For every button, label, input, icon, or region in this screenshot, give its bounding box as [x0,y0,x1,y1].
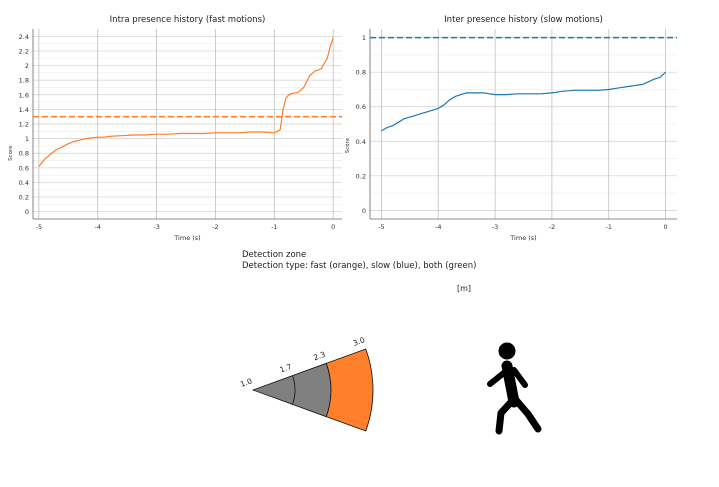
range-label: 1.0 [239,376,254,389]
series-line [381,71,667,132]
y-tick-label: 0.8 [356,69,366,77]
series-line [38,37,334,167]
chart-1: 0 0.2 0.4 0.6 0.8 1 -5 -4 -3 -2 -1 0 Inter presence … [345,15,677,242]
y-tick-label: 1 [362,34,366,42]
x-axis-label: Time (s) [173,234,200,242]
y-tick-label: 0.4 [19,179,29,187]
x-tick-label: -2 [549,223,555,231]
x-tick-label: 0 [331,223,335,231]
y-tick-label: 0.6 [19,164,29,172]
y-axis-label: Score [345,137,351,153]
zone-outer-sector [325,348,374,432]
detection-zone-title: Detection zone [242,250,307,260]
y-tick-label: 1.6 [19,91,29,99]
x-axis-label: Time (s) [509,234,536,242]
range-label: 3.0 [352,335,367,348]
detection-type-legend: Detection type: fast (orange), slow (blu… [242,261,477,271]
range-label: 1.7 [278,362,293,375]
walking-person-icon [487,342,542,435]
y-tick-label: 0.6 [356,103,366,111]
y-tick-label: 0.8 [19,150,29,158]
x-tick-label: -4 [435,223,441,231]
y-tick-label: 1.2 [19,121,29,129]
y-axis-label: Score [8,145,14,161]
chart-title: Inter presence history (slow motions) [444,15,603,25]
x-tick-label: -1 [271,223,277,231]
chart-title: Intra presence history (fast motions) [110,15,266,25]
detection-zone-diagram: 1.0 1.7 2.3 3.0 [m] [239,284,542,435]
unit-label: [m] [457,284,471,293]
y-tick-label: 2.2 [19,47,29,55]
chart-0: 0 0.2 0.4 0.6 0.8 1 1.2 1.4 1.6 1.8 2 2.2 2.4 -5 -4 -3 -… [8,15,342,242]
x-tick-label: -5 [378,223,384,231]
x-tick-label: -3 [153,223,159,231]
y-tick-label: 0.2 [19,194,29,202]
x-tick-label: 0 [664,223,668,231]
y-tick-label: 2 [25,62,29,70]
x-tick-label: -2 [212,223,218,231]
y-tick-label: 0.2 [356,172,366,180]
y-tick-label: 0 [362,207,366,215]
zone-inner-sector [251,362,332,418]
y-tick-label: 1.8 [19,77,29,85]
y-tick-label: 2.4 [19,33,29,41]
x-tick-label: -5 [36,223,42,231]
range-label: 2.3 [312,350,327,363]
zone-arc-1.7 [292,375,296,405]
y-tick-label: 0 [25,208,29,216]
y-tick-label: 0.4 [356,138,366,146]
y-tick-label: 1.4 [19,106,29,114]
x-tick-label: -1 [606,223,612,231]
y-tick-label: 1 [25,135,29,143]
x-tick-label: -3 [492,223,498,231]
x-tick-label: -4 [95,223,101,231]
